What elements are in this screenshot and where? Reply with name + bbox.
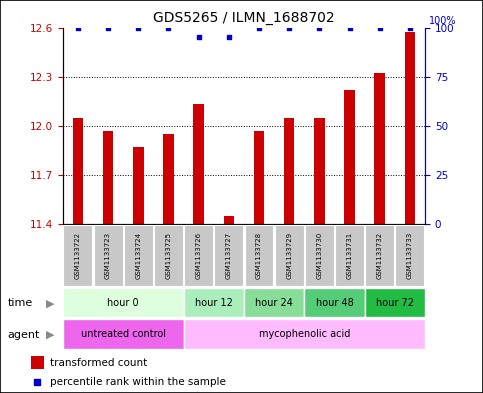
Title: GDS5265 / ILMN_1688702: GDS5265 / ILMN_1688702 (153, 11, 335, 25)
Bar (63, 225, 92, 286)
Text: GSM1133731: GSM1133731 (347, 232, 353, 279)
Bar (365, 225, 394, 286)
Point (346, 24, 354, 31)
Bar (344, 90, 355, 224)
Point (104, 24, 112, 31)
Text: GSM1133726: GSM1133726 (196, 232, 201, 279)
Bar (244, 225, 273, 286)
Text: GSM1133725: GSM1133725 (166, 232, 171, 279)
Point (134, 24, 142, 31)
Text: percentile rank within the sample: percentile rank within the sample (50, 377, 226, 387)
Bar (284, 118, 295, 224)
Bar (154, 225, 183, 286)
Point (195, 34, 202, 40)
Text: hour 12: hour 12 (195, 298, 233, 308)
Bar (72, 118, 83, 224)
Text: time: time (7, 298, 32, 309)
Bar (314, 118, 325, 224)
Point (33, 379, 41, 385)
Bar (133, 147, 143, 224)
Text: transformed count: transformed count (50, 358, 147, 368)
Text: GSM1133728: GSM1133728 (256, 232, 262, 279)
Point (225, 34, 233, 40)
Bar (244, 288, 304, 318)
Text: hour 72: hour 72 (376, 298, 414, 308)
Bar (163, 134, 174, 224)
Text: GSM1133730: GSM1133730 (316, 232, 322, 279)
Text: hour 48: hour 48 (315, 298, 354, 308)
Bar (365, 288, 425, 318)
Text: hour 0: hour 0 (107, 298, 139, 308)
Text: untreated control: untreated control (81, 329, 166, 339)
Bar (275, 225, 304, 286)
Bar (335, 225, 364, 286)
Bar (305, 225, 334, 286)
Point (315, 24, 323, 31)
Point (406, 24, 414, 31)
Bar (396, 225, 425, 286)
Bar (124, 225, 153, 286)
Text: GSM1133723: GSM1133723 (105, 232, 111, 279)
Bar (94, 225, 123, 286)
Text: GSM1133732: GSM1133732 (377, 232, 383, 279)
Bar (63, 288, 184, 318)
Text: GSM1133722: GSM1133722 (75, 232, 81, 279)
Text: GSM1133733: GSM1133733 (407, 232, 413, 279)
Bar (103, 130, 114, 224)
Bar (63, 319, 184, 349)
Bar (214, 225, 243, 286)
Bar (184, 225, 213, 286)
Text: hour 24: hour 24 (255, 298, 293, 308)
Text: GSM1133724: GSM1133724 (135, 232, 141, 279)
Bar (184, 288, 244, 318)
Point (376, 24, 384, 31)
Bar (254, 130, 264, 224)
Text: 100%: 100% (429, 16, 456, 26)
Bar (193, 105, 204, 224)
Bar (224, 216, 234, 224)
Text: ▶: ▶ (46, 298, 55, 309)
Text: ▶: ▶ (46, 330, 55, 340)
Bar (184, 319, 425, 349)
Text: GSM1133727: GSM1133727 (226, 232, 232, 279)
Bar (374, 73, 385, 224)
Text: GSM1133729: GSM1133729 (286, 232, 292, 279)
Text: mycophenolic acid: mycophenolic acid (258, 329, 350, 339)
Bar (304, 288, 365, 318)
Point (255, 24, 263, 31)
Point (74, 24, 82, 31)
Point (165, 24, 172, 31)
Text: agent: agent (7, 330, 40, 340)
Point (285, 24, 293, 31)
Bar (31, 356, 44, 369)
Bar (405, 32, 415, 224)
